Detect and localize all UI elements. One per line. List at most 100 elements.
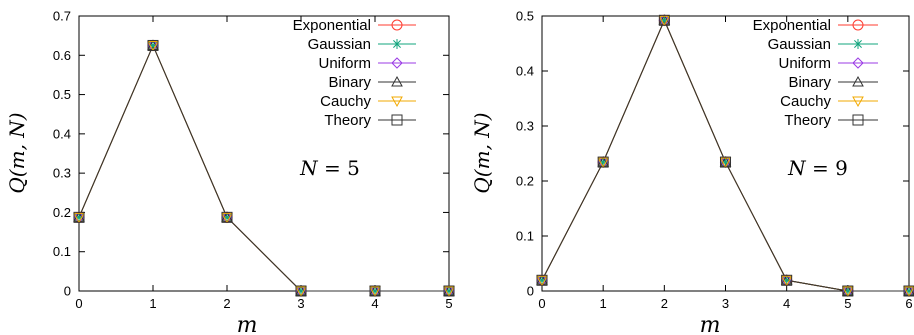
data-point-theory [597,156,609,168]
data-point-theory [73,211,85,223]
data-point-cauchy [295,286,307,298]
legend-marker-binary [852,75,864,87]
legend-marker-gaussian [392,39,402,49]
y-tick-label: 0.1 [53,244,71,259]
data-point-theory [536,274,548,286]
chart-panel-1: 0 0.1 0.2 0.3 0.4 0.5 0.6 0.7 0 1 2 3 4 5 m Q(m, N) Expo… [5,9,455,335]
legend-label: Cauchy [780,93,831,110]
annotation-label: N [299,156,319,180]
data-point-cauchy [147,40,159,52]
legend-label: Gaussian [768,36,831,53]
series-line-theory [541,19,909,292]
data-point-theory [221,211,233,223]
data-point-gaussian [370,286,380,296]
series-line-cauchy [541,19,909,292]
legend-label: Binary [788,74,831,91]
x-tick-label: 3 [722,296,729,311]
chart-panel-2: 0 0.1 0.2 0.3 0.4 0.5 0 1 2 3 4 5 6 m Q(m, N) Exponenti… [470,9,914,335]
annotation-value: 9 [835,156,848,180]
data-point-theory [295,285,307,297]
data-point-gaussian [598,157,609,168]
y-tick-label: 0.4 [516,64,534,79]
y-tick-label: 0 [64,284,71,299]
data-point-cauchy [597,157,610,169]
series-line-exponential [541,19,909,292]
legend-label: Theory [324,112,371,129]
y-tick-label: 0.2 [516,174,534,189]
legend-marker-binary [391,75,403,87]
data-point-gaussian [781,275,792,286]
y-tick-label: 0.3 [516,119,534,134]
x-axis-label: m [700,313,721,335]
data-point-gaussian [296,286,306,296]
y-tick-label: 0.1 [516,229,534,244]
legend-marker-cauchy [852,96,864,108]
legend-label: Cauchy [320,93,371,110]
y-tick-label: 0.5 [53,87,71,102]
data-point-cauchy [536,275,548,287]
annotation: N = 5 [299,156,360,180]
x-tick-label: 2 [661,296,668,311]
data-point-gaussian [842,286,853,296]
series-line-binary [541,19,909,292]
x-tick-label: 1 [149,296,156,311]
x-tick-label: 2 [223,296,230,311]
data-point-gaussian [222,212,232,223]
data-point-theory [147,39,159,51]
data-point-gaussian [148,40,158,51]
y-tick-label: 0.5 [516,9,534,24]
data-point-theory [720,156,731,168]
data-point-theory [443,285,455,297]
legend-marker-exponential [852,19,864,31]
data-point-theory [903,285,914,297]
series-line-gaussian [541,19,909,292]
annotation: N = 9 [787,156,848,180]
data-point-cauchy [780,275,793,287]
data-point-cauchy [903,286,914,298]
data-point-theory [369,285,381,297]
legend-label: Theory [784,112,831,129]
data-point-theory [658,14,670,26]
legend-marker-gaussian [853,39,863,49]
legend-marker-exponential [391,19,403,31]
data-point-gaussian [537,275,547,286]
y-tick-label: 0.6 [53,48,71,63]
legend-label: Binary [328,74,371,91]
y-tick-label: 0.2 [53,205,71,220]
data-point-cauchy [443,286,455,298]
x-axis-label: m [237,313,258,335]
y-tick-label: 0.4 [53,126,71,141]
legend-marker-uniform [391,57,403,69]
data-point-cauchy [369,286,381,298]
legend-marker-uniform [852,57,864,69]
data-point-cauchy [719,157,732,169]
legend-marker-cauchy [391,96,403,108]
y-axis-label: Q(m, N) [5,112,29,193]
data-point-theory [781,274,793,286]
x-tick-label: 0 [538,296,545,311]
legend-label: Exponential [753,17,831,34]
data-point-gaussian [904,286,914,296]
y-tick-label: 0 [527,284,534,299]
series-line-theory [78,44,449,292]
x-tick-label: 3 [297,296,304,311]
plot-frame [78,15,450,292]
annotation-label: N [787,156,807,180]
legend-label: Uniform [778,55,831,72]
annotation-value: 5 [347,156,360,180]
data-point-cauchy [841,286,854,298]
data-point-theory [842,285,854,297]
y-tick-label: 0.3 [53,166,71,181]
plot-frame [541,15,910,292]
legend-label: Exponential [293,17,371,34]
data-point-cauchy [73,212,85,224]
y-tick-label: 0.7 [53,9,71,24]
data-point-cauchy [221,212,233,224]
data-point-gaussian [720,157,731,168]
data-point-cauchy [658,15,671,27]
annotation-equals: = [318,156,347,180]
legend-label: Gaussian [308,36,371,53]
data-point-gaussian [74,212,84,223]
legend-marker-theory [391,114,403,126]
